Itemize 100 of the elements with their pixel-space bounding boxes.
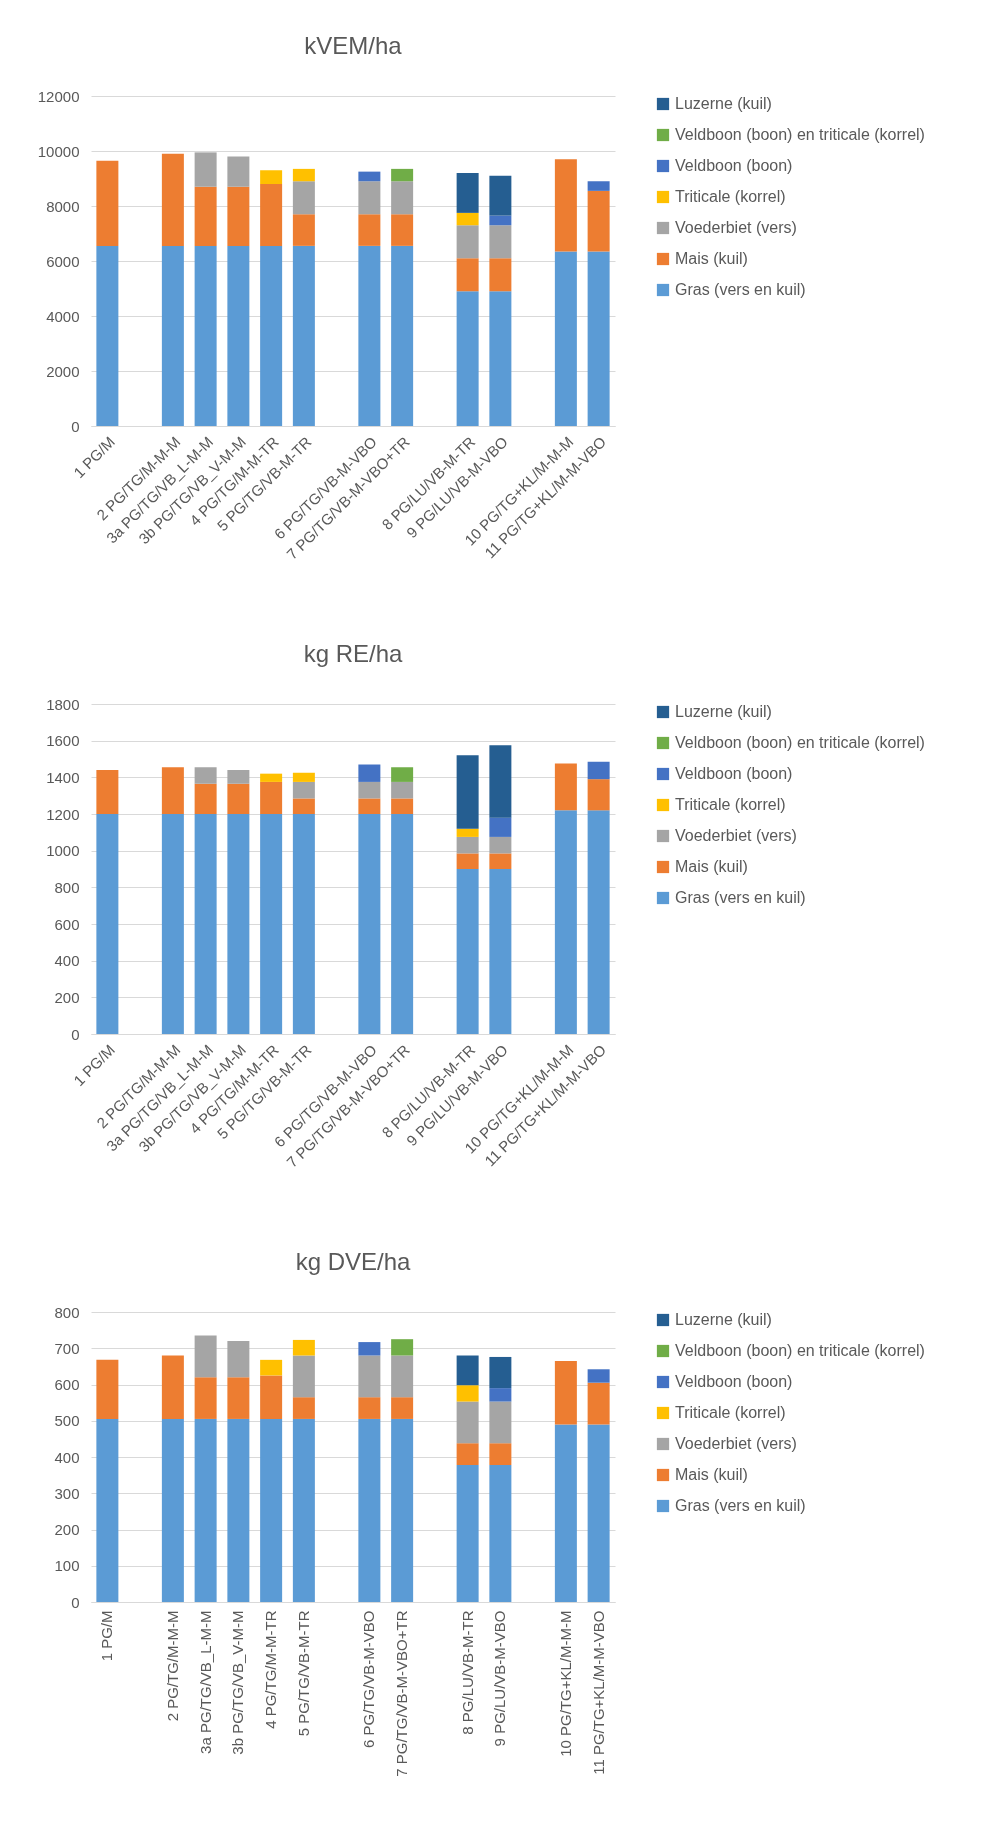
bar [587,190,610,252]
bar [391,814,414,1034]
bar [96,160,119,246]
bar [292,1339,315,1356]
bar [161,767,184,814]
y-tick-label: 6000 [46,252,80,270]
legend-label: Triticale (korrel) [675,1404,786,1421]
y-tick-label: 200 [54,988,80,1006]
bar [391,781,414,799]
bar [227,156,250,187]
x-tick-label: 9 PG/LU/VB-M-VBO [491,1610,509,1747]
legend-label: Triticale (korrel) [675,188,786,205]
bar [587,181,610,191]
bar [456,869,479,1034]
bar [456,1355,479,1386]
bar [161,153,184,246]
bar [456,853,479,869]
legend-label: Voederbiet (vers) [675,1435,797,1452]
bar [587,779,610,811]
bar [489,1401,512,1444]
chart-title: kVEM/ha [304,32,403,59]
bar [227,783,250,814]
bar [194,783,217,814]
bar [260,170,283,184]
bar [587,1369,610,1383]
legend-label: Veldboon (boon) [675,157,793,174]
bar [391,767,414,782]
bar [554,1360,577,1425]
y-tick-label: 1600 [46,732,80,750]
bar [456,1443,479,1465]
bar [358,1397,381,1419]
bar [456,1464,479,1602]
bar [489,1464,512,1602]
bar [194,152,217,187]
y-tick-label: 0 [71,417,80,435]
bar [292,798,315,814]
bar [161,245,184,426]
y-tick-label: 400 [54,1448,80,1466]
bar [227,1418,250,1602]
y-tick-label: 0 [71,1025,80,1043]
bar [260,1359,283,1376]
bar [489,291,512,426]
y-tick-label: 300 [54,1484,80,1502]
bar [358,798,381,814]
bar [456,1401,479,1444]
x-tick-label: 3b PG/TG/VB_V-M-M [229,1610,247,1755]
bar [358,764,381,782]
x-tick-label: 10 PG/TG+KL/M-M-M [556,1610,574,1757]
bar [96,1359,119,1419]
bar [227,1341,250,1378]
bar [587,1382,610,1425]
bar [587,761,610,780]
bar [358,181,381,215]
x-tick-label: 11 PG/TG+KL/M-M-VBO [589,1610,607,1775]
bar [489,853,512,869]
bar [456,225,479,259]
bar [358,814,381,1034]
y-tick-label: 800 [54,878,80,896]
bar [489,745,512,818]
bar [227,814,250,1034]
bar [292,181,315,215]
x-tick-label: 8 PG/LU/VB-M-TR [458,1610,476,1735]
legend-label: Veldboon (boon) en triticale (korrel) [675,734,925,751]
bar [391,1397,414,1419]
y-tick-label: 10000 [37,142,80,160]
x-tick-label: 7 PG/TG/VB-M-VBO+TR [393,1610,411,1777]
bar [456,212,479,226]
bar [358,781,381,799]
bar [194,767,217,784]
bar [391,214,414,246]
bar [227,770,250,784]
bar [489,869,512,1034]
bar [358,245,381,426]
legend-label: Voederbiet (vers) [675,827,797,844]
bar [292,214,315,246]
bar [161,1418,184,1602]
legend-label: Mais (kuil) [675,858,748,875]
bar [587,810,610,1034]
bar [292,814,315,1034]
legend-label: Mais (kuil) [675,1466,748,1483]
bar [96,1418,119,1602]
legend-label: Luzerne (kuil) [675,95,772,112]
bar [260,245,283,426]
bar [587,1424,610,1602]
bar [391,245,414,426]
bar [227,245,250,426]
x-tick-label: 2 PG/TG/M-M-M [163,1610,181,1722]
bar [292,772,315,782]
y-tick-label: 400 [54,952,80,970]
legend-label: Luzerne (kuil) [675,703,772,720]
bar [391,1339,414,1356]
bar [292,1355,315,1398]
bar [489,1388,512,1402]
legend-label: Veldboon (boon) [675,1373,793,1390]
y-tick-label: 12000 [37,87,80,105]
bar [554,251,577,426]
bar [161,1355,184,1419]
bar [489,175,512,216]
bar [358,1355,381,1398]
bar [292,1418,315,1602]
